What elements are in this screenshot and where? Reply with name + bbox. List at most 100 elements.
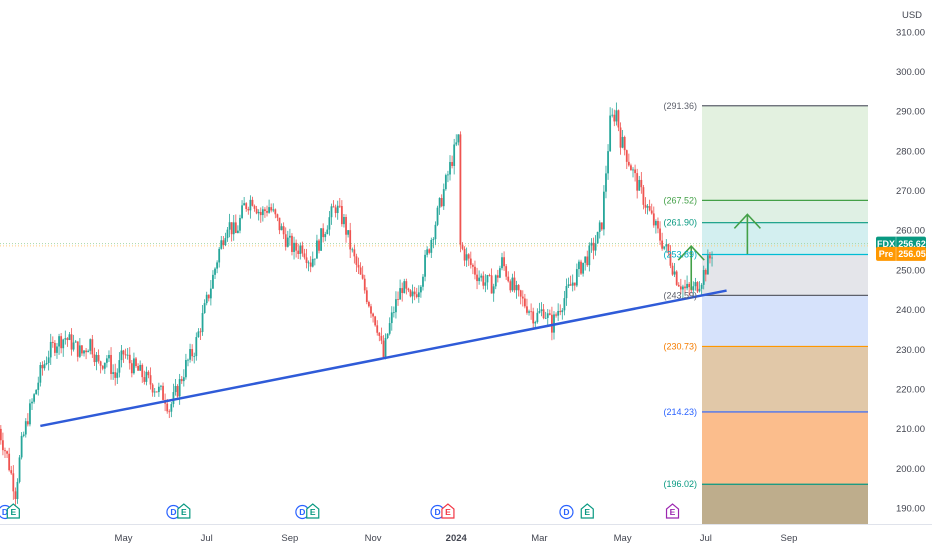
candle-body (168, 411, 171, 413)
candle-body (253, 205, 256, 209)
event-marker-label: D (2, 507, 8, 517)
candle-body (108, 354, 110, 359)
candle-body (613, 114, 616, 122)
fib-zone (702, 222, 868, 255)
trendline[interactable] (40, 289, 727, 428)
y-tick-label: 240.00 (896, 305, 925, 316)
candle-body (64, 338, 67, 340)
candle-body (91, 339, 94, 355)
fib-level-label: (214.23) (663, 407, 697, 417)
candle-body (51, 341, 54, 343)
y-tick-label: 290.00 (896, 107, 925, 118)
candle-body (320, 228, 322, 251)
event-marker-label: D (299, 507, 305, 517)
candle-body (288, 235, 291, 238)
candle-body (8, 453, 11, 471)
candle-body (363, 278, 366, 291)
earnings-marker[interactable] (441, 503, 455, 519)
earnings-marker[interactable] (6, 503, 20, 519)
y-axis[interactable]: USD 310.00 300.00 290.00 280.00 270.00 260.00 2… (868, 0, 932, 550)
candle-body (2, 440, 4, 451)
candle-body (178, 379, 181, 397)
candle-body (47, 357, 50, 363)
candle-body (505, 266, 508, 277)
candle-body (428, 249, 431, 253)
candle-body (0, 428, 2, 441)
candle-body (128, 354, 131, 364)
candle-body (247, 208, 250, 211)
candle-body (557, 310, 560, 316)
candle-body (39, 365, 42, 383)
candle-body (266, 211, 268, 213)
candle-body (540, 309, 543, 312)
target-arrows[interactable] (677, 213, 761, 290)
candle-body (584, 256, 587, 263)
candle-body (663, 246, 666, 249)
event-marker-label: D (434, 507, 440, 517)
candle-body (534, 322, 537, 324)
candle-body (471, 264, 474, 267)
candle-body (214, 268, 216, 275)
candle-body (384, 338, 387, 358)
candle-body (180, 379, 183, 382)
candle-body (286, 237, 289, 247)
candle-body (551, 314, 553, 333)
candle-body (544, 317, 547, 319)
candle-body (12, 473, 15, 492)
candle-body (197, 331, 200, 338)
earnings-marker[interactable] (665, 503, 680, 519)
candle-body (22, 434, 25, 436)
up-arrow[interactable] (677, 244, 705, 290)
x-axis[interactable]: May Jul Sep Nov 2024 Mar May Jul Sep (0, 524, 932, 550)
candle-body (145, 371, 148, 382)
candle-body (43, 364, 46, 369)
earnings-marker[interactable] (306, 503, 320, 519)
event-marker-label: D (170, 507, 176, 517)
candle-body (494, 275, 497, 287)
candle-body (357, 264, 360, 268)
candle-body (688, 283, 691, 288)
x-tick-label: Jul (201, 533, 213, 544)
candle-body (105, 358, 108, 363)
fib-level-label: (230.73) (663, 341, 697, 351)
candle-body (442, 189, 445, 207)
pre-badge (876, 246, 926, 261)
candle-body (417, 292, 420, 298)
candle-body (390, 312, 393, 324)
y-tick-label: 250.00 (896, 265, 925, 276)
candle-body (673, 271, 676, 275)
fib-level-label: (253.89) (663, 249, 697, 259)
earnings-marker[interactable] (177, 503, 191, 519)
candle-body (193, 356, 196, 357)
candle-body (274, 209, 277, 215)
support-trendline[interactable] (40, 289, 727, 428)
last-price-label: 256.62 (898, 239, 926, 249)
candle-body (365, 290, 368, 303)
candle-body (496, 275, 499, 278)
candle-body (222, 240, 225, 246)
candle-body (478, 277, 481, 282)
fib-zone (702, 411, 868, 485)
candle-body (627, 161, 630, 166)
candle-body (191, 349, 194, 357)
candle-body (155, 391, 158, 393)
candle-body (368, 302, 370, 307)
candle-body (521, 296, 524, 299)
candle-body (99, 361, 102, 366)
candle-body (432, 239, 435, 241)
dividend-marker[interactable] (559, 504, 574, 520)
candle-body (355, 256, 358, 265)
candle-body (334, 207, 337, 214)
candle-body (424, 254, 426, 277)
candle-body (575, 269, 578, 286)
earnings-marker[interactable] (580, 503, 594, 519)
candle-body (598, 222, 601, 232)
fib-level-label: (267.52) (663, 195, 697, 205)
up-arrow[interactable] (733, 213, 761, 255)
candle-body (103, 362, 106, 369)
candle-body (4, 450, 6, 452)
currency-label[interactable]: USD (902, 10, 922, 21)
candle-body (234, 222, 237, 233)
